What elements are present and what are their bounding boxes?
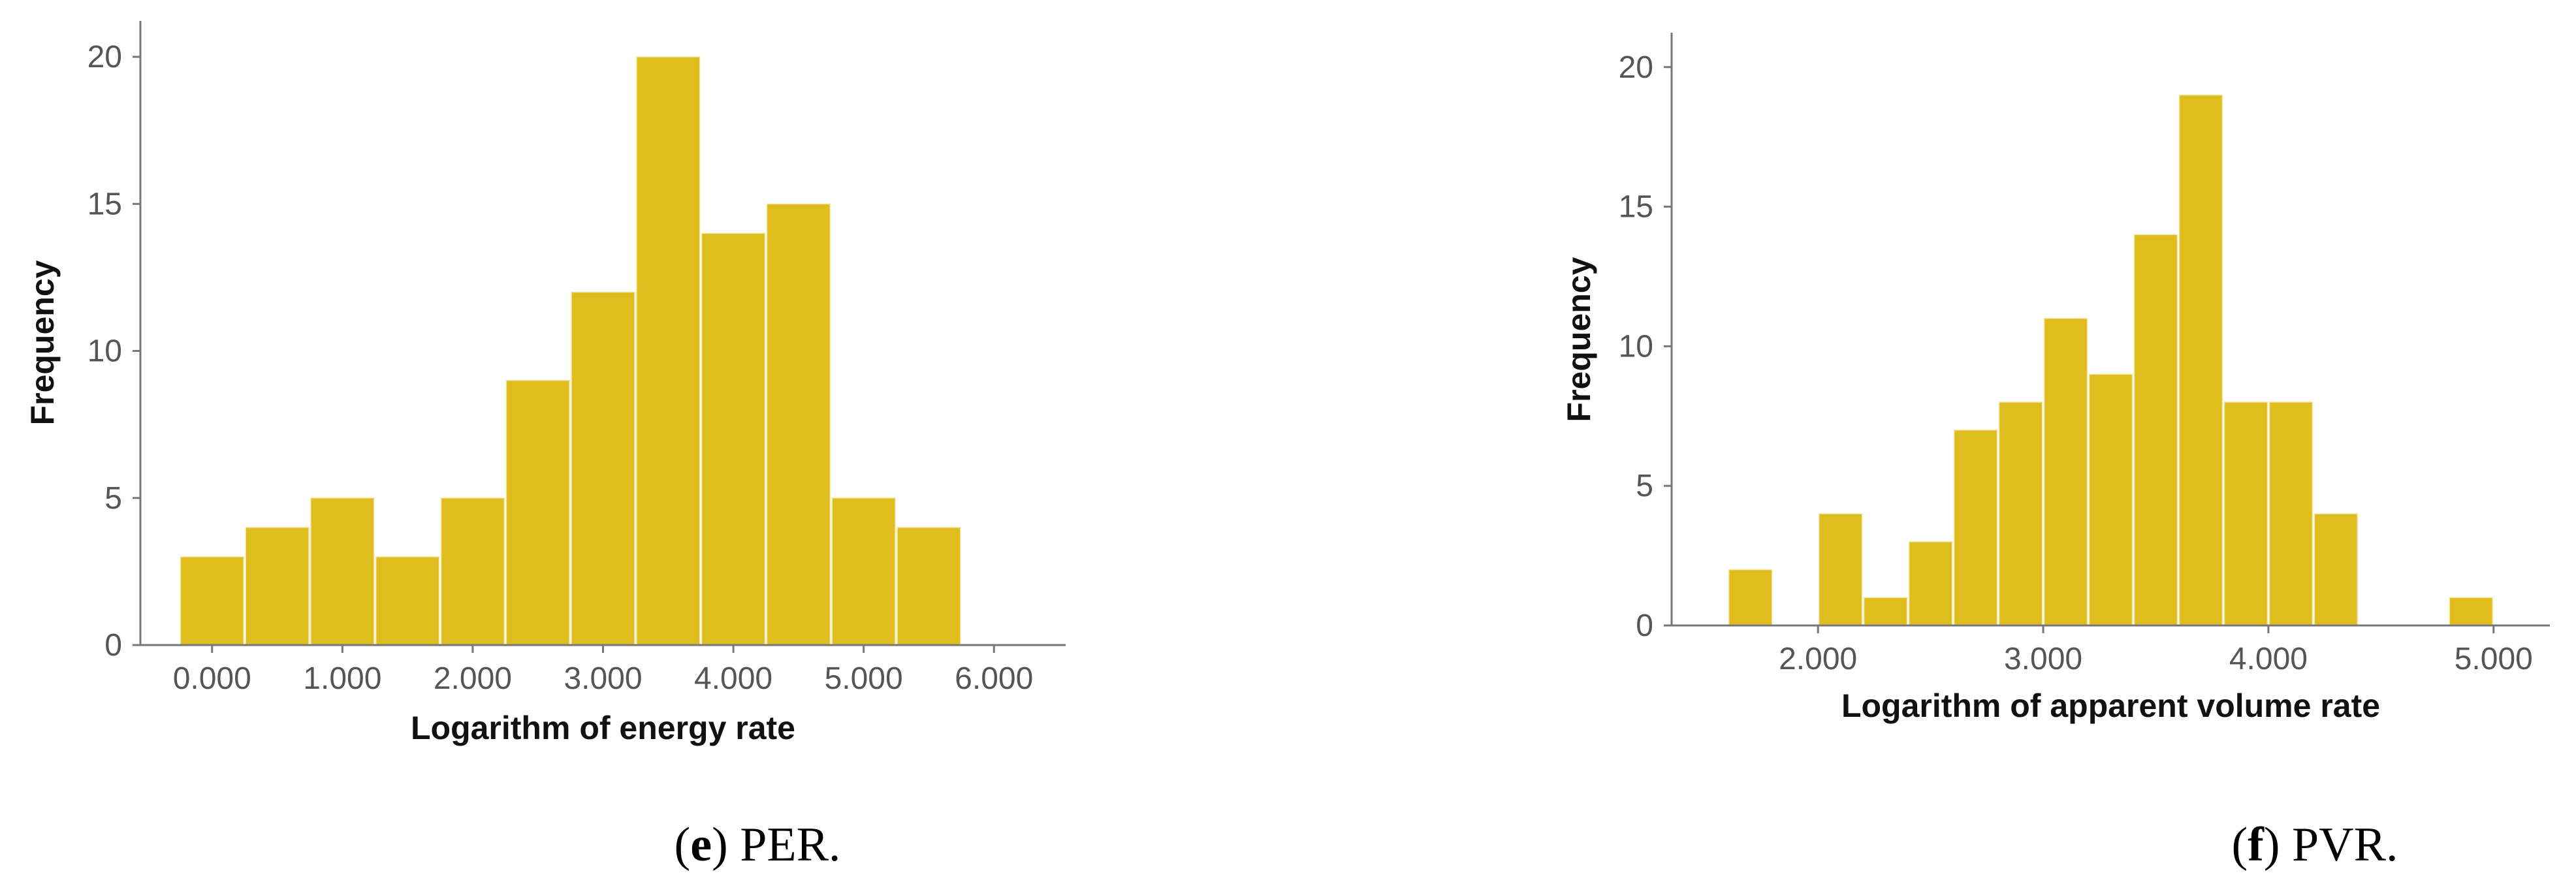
x-tick-label: 5.000 (825, 661, 903, 696)
y-tick-label: 15 (1619, 190, 1653, 225)
caption-letter: e (690, 818, 712, 872)
histogram-bar (1908, 541, 1953, 626)
histogram-bar (245, 527, 310, 646)
y-tick-label: 0 (1636, 608, 1653, 643)
x-axis-title: Logarithm of apparent volume rate (1841, 687, 2380, 724)
histogram-bar (2043, 317, 2088, 626)
histogram-bar (2449, 597, 2494, 626)
panel-caption: (e) PER. (675, 818, 841, 872)
y-tick-label: 10 (1619, 329, 1653, 364)
panel-caption: (f) PVR. (2232, 818, 2398, 872)
histogram-bar (2223, 402, 2268, 626)
bars (180, 56, 961, 646)
histogram-bar (505, 379, 570, 646)
x-tick-label: 0.000 (173, 661, 251, 696)
y-tick-label: 10 (87, 334, 122, 369)
histogram-bar (1863, 597, 1908, 626)
histogram-bar (310, 497, 375, 646)
histogram-panel-pvr: 0 5 10 15 20 2.000 3.000 4.000 5.000 Logarithm of… (1561, 33, 2550, 872)
x-tick-label: 5.000 (2455, 642, 2533, 676)
bars (1728, 94, 2494, 626)
y-axis-title: Frequency (24, 260, 61, 425)
histogram-bar (1818, 513, 1863, 626)
caption-text: PVR. (2280, 818, 2398, 872)
histogram-bar (2088, 373, 2133, 626)
histogram-bar (766, 203, 831, 646)
histogram-bar (701, 232, 766, 646)
caption-letter: f (2248, 818, 2265, 872)
histogram-bar (2133, 234, 2178, 626)
histogram-bar (636, 56, 701, 646)
x-tick-label: 4.000 (2229, 642, 2308, 676)
x-axis-title: Logarithm of energy rate (411, 710, 795, 746)
histogram-bar (375, 556, 440, 646)
histogram-bar (2268, 402, 2314, 626)
histogram-bar (1728, 569, 1773, 626)
x-tick-label: 1.000 (303, 661, 381, 696)
histogram-bar (1953, 429, 1998, 626)
caption-text: PER. (728, 818, 841, 872)
y-tick-label: 20 (1619, 50, 1653, 85)
y-axis-title: Frequency (1561, 257, 1597, 422)
x-tick-label: 2.000 (434, 661, 512, 696)
histogram-bar (897, 527, 961, 646)
x-tick-label: 4.000 (694, 661, 772, 696)
y-tick-label: 15 (87, 187, 122, 221)
histogram-bar (440, 497, 505, 646)
x-tick-label: 3.000 (2004, 642, 2082, 676)
x-tick-label: 2.000 (1779, 642, 1857, 676)
y-tick-label: 20 (87, 40, 122, 74)
histogram-bar (571, 291, 635, 646)
histogram-bar (831, 497, 896, 646)
histogram-bar (1998, 402, 2043, 626)
y-tick-label: 0 (104, 628, 122, 663)
histogram-bar (2178, 94, 2223, 626)
y-tick-label: 5 (104, 481, 122, 516)
y-tick-label: 5 (1636, 469, 1653, 503)
x-tick-label: 3.000 (564, 661, 642, 696)
histogram-panel-per: 0 5 10 15 20 0.000 1.000 2.000 3.000 4.000 5.000 6.… (24, 21, 1066, 872)
histogram-bar (2314, 513, 2359, 626)
histogram-bar (180, 556, 244, 646)
x-tick-label: 6.000 (955, 661, 1033, 696)
